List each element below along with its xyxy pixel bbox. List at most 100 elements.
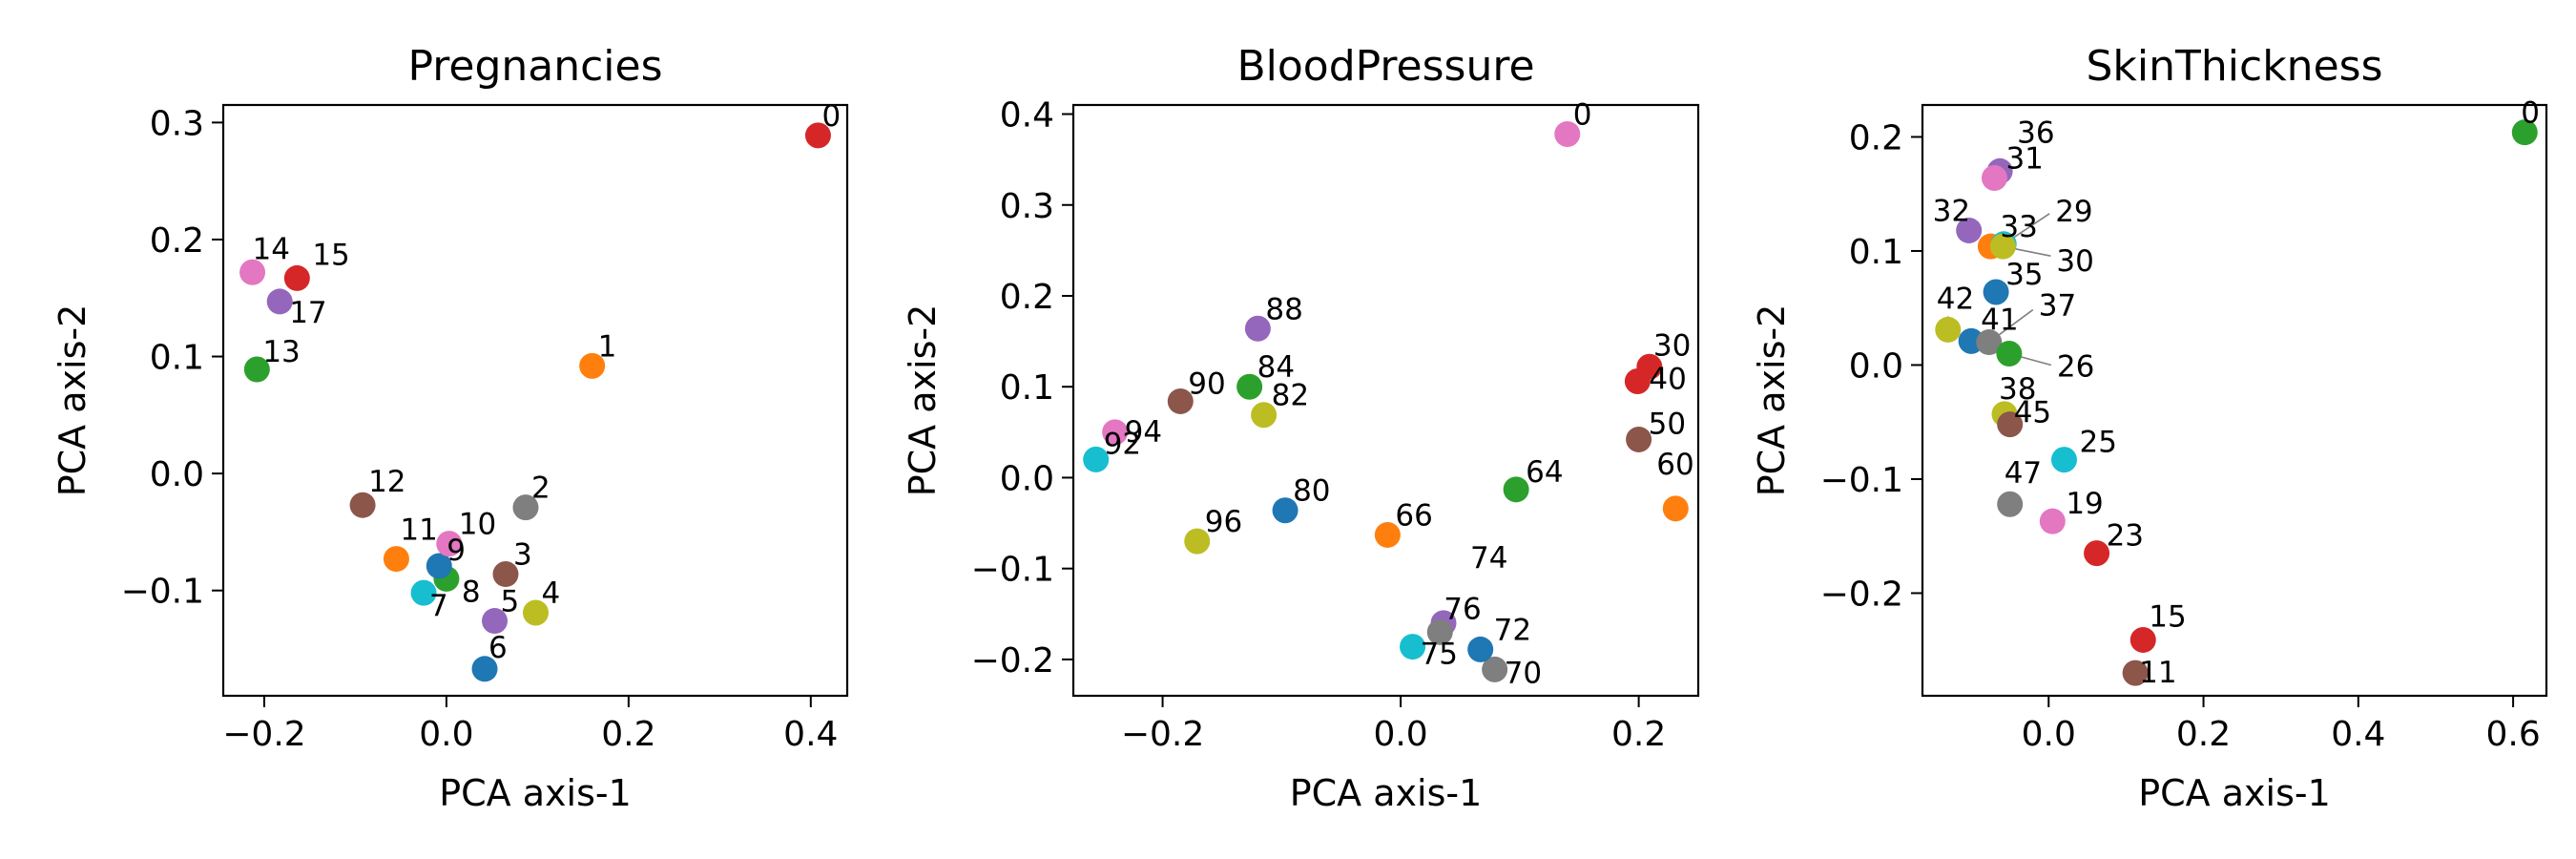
- data-point[interactable]: [1626, 426, 1652, 452]
- data-point[interactable]: [1482, 656, 1508, 682]
- y-tick-label: 0.0: [150, 455, 204, 494]
- data-point[interactable]: [436, 531, 463, 557]
- data-point-label: 96: [1205, 505, 1242, 539]
- y-tick-label: 0.2: [150, 221, 204, 261]
- y-axis-label: PCA axis-2: [52, 304, 93, 497]
- chart-title: Pregnancies: [407, 42, 662, 91]
- data-point-label: 32: [1933, 194, 1970, 228]
- data-point[interactable]: [2039, 508, 2066, 534]
- data-point-label: 0: [821, 99, 841, 134]
- y-tick-label: 0.1: [1849, 233, 1903, 272]
- x-tick-label: −0.2: [222, 715, 305, 754]
- data-point-label: 17: [289, 296, 326, 330]
- data-point[interactable]: [522, 599, 549, 626]
- data-point[interactable]: [1251, 402, 1278, 429]
- data-point-label: 47: [2005, 456, 2042, 491]
- data-point[interactable]: [1184, 528, 1211, 555]
- chart-panel-2: BloodPressure −0.2 0.0 0.2 −0.2 −0.1 0.0 0.1 0.2…: [902, 42, 1700, 814]
- data-point[interactable]: [1236, 373, 1263, 400]
- data-point[interactable]: [804, 122, 831, 149]
- data-point[interactable]: [1956, 217, 1983, 243]
- x-tick-label: 0.4: [783, 715, 838, 754]
- data-point-label: 6: [488, 631, 508, 665]
- data-point[interactable]: [2129, 626, 2156, 653]
- data-point[interactable]: [2122, 660, 2149, 686]
- data-point[interactable]: [1554, 120, 1581, 147]
- data-point-label: 3: [513, 538, 532, 573]
- data-point-label: 13: [262, 335, 300, 369]
- data-point-label: 5: [501, 585, 520, 619]
- data-point[interactable]: [1983, 279, 2009, 305]
- x-tick-label: 0.4: [2331, 715, 2385, 754]
- data-point[interactable]: [1426, 618, 1453, 645]
- data-point[interactable]: [1981, 164, 2007, 191]
- y-axis-label: PCA axis-2: [902, 304, 944, 497]
- data-point[interactable]: [1935, 316, 1962, 343]
- data-point-label: 7: [429, 589, 448, 623]
- data-point[interactable]: [1662, 495, 1689, 522]
- y-tick-label: 0.2: [1000, 278, 1054, 317]
- data-point-label: 29: [2055, 195, 2092, 229]
- data-point[interactable]: [512, 494, 539, 521]
- data-point[interactable]: [349, 492, 376, 518]
- data-point-label: 4: [541, 576, 560, 611]
- data-point[interactable]: [1976, 329, 2003, 356]
- data-point-label: 19: [2066, 487, 2103, 521]
- y-tick-label: −0.1: [971, 551, 1054, 590]
- chart-title: BloodPressure: [1236, 42, 1534, 91]
- data-point-label: 64: [1526, 455, 1563, 490]
- x-axis-label: PCA axis-1: [1290, 772, 1483, 814]
- data-point[interactable]: [1244, 315, 1271, 342]
- data-point-label: 90: [1188, 367, 1225, 401]
- data-point-label: 50: [1649, 407, 1686, 441]
- data-point[interactable]: [1997, 491, 2024, 517]
- data-point[interactable]: [2511, 119, 2538, 146]
- y-tick-label: 0.0: [1849, 346, 1903, 386]
- data-point[interactable]: [266, 288, 293, 315]
- data-point-label: 0: [2521, 96, 2540, 131]
- x-axis-label: PCA axis-1: [2138, 772, 2331, 814]
- data-point-label: 92: [1104, 427, 1141, 461]
- data-point[interactable]: [471, 656, 498, 682]
- data-point[interactable]: [1167, 388, 1194, 414]
- data-point-label: 75: [1421, 638, 1458, 672]
- data-point[interactable]: [1467, 636, 1494, 662]
- data-point-label: 40: [1649, 363, 1686, 397]
- data-point[interactable]: [1624, 368, 1651, 395]
- data-point[interactable]: [239, 259, 266, 285]
- data-point[interactable]: [1374, 521, 1401, 548]
- x-tick-label: 0.6: [2485, 715, 2540, 754]
- data-point[interactable]: [383, 546, 409, 573]
- data-point[interactable]: [2084, 540, 2110, 567]
- data-point-label: 25: [2079, 426, 2116, 460]
- chart-panel-3: SkinThickness 0.0 0.2 0.4 0.6 −0.2 −0.1 0.0 0.1 0…: [1751, 42, 2548, 814]
- data-point[interactable]: [1102, 419, 1129, 446]
- data-point[interactable]: [426, 553, 452, 579]
- x-tick-label: 0.0: [419, 715, 473, 754]
- data-point[interactable]: [1989, 233, 2016, 260]
- y-axis-label: PCA axis-2: [1751, 304, 1793, 497]
- data-point[interactable]: [283, 264, 310, 291]
- data-point[interactable]: [492, 561, 519, 588]
- data-point[interactable]: [482, 608, 509, 635]
- data-point-label: 31: [2005, 141, 2043, 176]
- data-point[interactable]: [243, 356, 270, 383]
- data-point[interactable]: [579, 352, 606, 379]
- data-point[interactable]: [1400, 634, 1426, 660]
- data-point[interactable]: [1996, 341, 2023, 367]
- y-tick-label: 0.3: [1000, 187, 1054, 226]
- x-axis-label: PCA axis-1: [439, 772, 632, 814]
- data-point[interactable]: [1997, 411, 2024, 438]
- data-point[interactable]: [410, 579, 437, 606]
- data-point-label: 15: [312, 238, 349, 272]
- data-point-label: 14: [253, 232, 290, 266]
- data-point-label: 41: [1981, 303, 2018, 337]
- data-point[interactable]: [1083, 446, 1110, 472]
- data-point[interactable]: [2050, 447, 2077, 473]
- data-point[interactable]: [1272, 497, 1298, 524]
- data-point-label: 23: [2107, 519, 2144, 554]
- data-point-label: 70: [1505, 656, 1542, 690]
- plot-frame: [221, 103, 849, 698]
- data-point[interactable]: [1503, 476, 1529, 503]
